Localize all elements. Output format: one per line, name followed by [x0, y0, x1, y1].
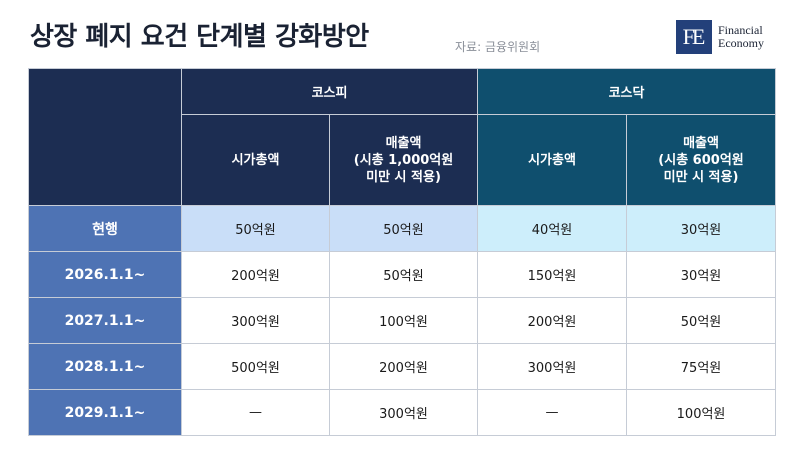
- table-cell: 500억원: [181, 343, 330, 390]
- table-cell: —: [477, 389, 628, 436]
- table-cell: 300억원: [477, 343, 628, 390]
- delisting-requirements-table: 코스피 코스닥 시가총액 매출액 (시총 1,000억원 미만 시 적용) 시가…: [28, 68, 777, 436]
- logo-line-2: Economy: [718, 36, 764, 50]
- metric-header-kosdaq-revenue: 매출액 (시총 600억원 미만 시 적용): [626, 114, 777, 206]
- table-cell: 75억원: [626, 343, 777, 390]
- page-title: 상장 폐지 요건 단계별 강화방안: [30, 22, 369, 52]
- group-header-row: 코스피 코스닥: [28, 68, 777, 206]
- table-cell: 100억원: [626, 389, 777, 436]
- table-row: 2029.1.1~ — 300억원 — 100억원: [28, 389, 777, 436]
- table-cell: 30억원: [626, 205, 777, 252]
- table-row: 2028.1.1~ 500억원 200억원 300억원 75억원: [28, 343, 777, 390]
- logo-mark-icon: FE: [676, 20, 712, 54]
- table-cell: 150억원: [477, 251, 628, 298]
- row-label: 2029.1.1~: [28, 389, 182, 436]
- group-header-kospi: 코스피: [180, 68, 479, 115]
- row-label: 현행: [28, 205, 182, 252]
- row-label: 2026.1.1~: [28, 251, 182, 298]
- metric-header-row: 시가총액 매출액 (시총 1,000억원 미만 시 적용) 시가총액 매출액 (…: [29, 114, 777, 206]
- table-row: 2026.1.1~ 200억원 50억원 150억원 30억원: [28, 251, 777, 298]
- table-cell: 50억원: [626, 297, 777, 344]
- table-cell: 200억원: [477, 297, 628, 344]
- logo-line-1: Financial: [718, 23, 763, 37]
- table-cell: —: [181, 389, 330, 436]
- table-cell: 50억원: [328, 205, 479, 252]
- page-header: 상장 폐지 요건 단계별 강화방안 자료: 금융위원회 FE Financial…: [0, 0, 800, 68]
- metric-header-kosdaq-market-cap: 시가총액: [477, 114, 628, 206]
- table-row-current: 현행 50억원 50억원 40억원 30억원: [28, 205, 777, 252]
- table-cell: 50억원: [328, 251, 479, 298]
- table-cell: 200억원: [328, 343, 479, 390]
- table-row: 2027.1.1~ 300억원 100억원 200억원 50억원: [28, 297, 777, 344]
- group-header-kosdaq: 코스닥: [477, 68, 777, 115]
- corner-cell: [28, 68, 182, 206]
- logo-wordmark: Financial Economy: [718, 24, 764, 50]
- source-note: 자료: 금융위원회: [455, 40, 541, 54]
- metric-header-kospi-market-cap: 시가총액: [181, 114, 330, 206]
- table-cell: 200억원: [181, 251, 330, 298]
- financial-economy-logo: FE Financial Economy: [676, 20, 764, 54]
- row-label: 2028.1.1~: [28, 343, 182, 390]
- table-cell: 40억원: [477, 205, 628, 252]
- row-label: 2027.1.1~: [28, 297, 182, 344]
- metric-header-kospi-revenue: 매출액 (시총 1,000억원 미만 시 적용): [328, 114, 479, 206]
- table-cell: 300억원: [328, 389, 479, 436]
- table-cell: 30억원: [626, 251, 777, 298]
- table-cell: 100억원: [328, 297, 479, 344]
- table-cell: 300억원: [181, 297, 330, 344]
- table-cell: 50억원: [181, 205, 330, 252]
